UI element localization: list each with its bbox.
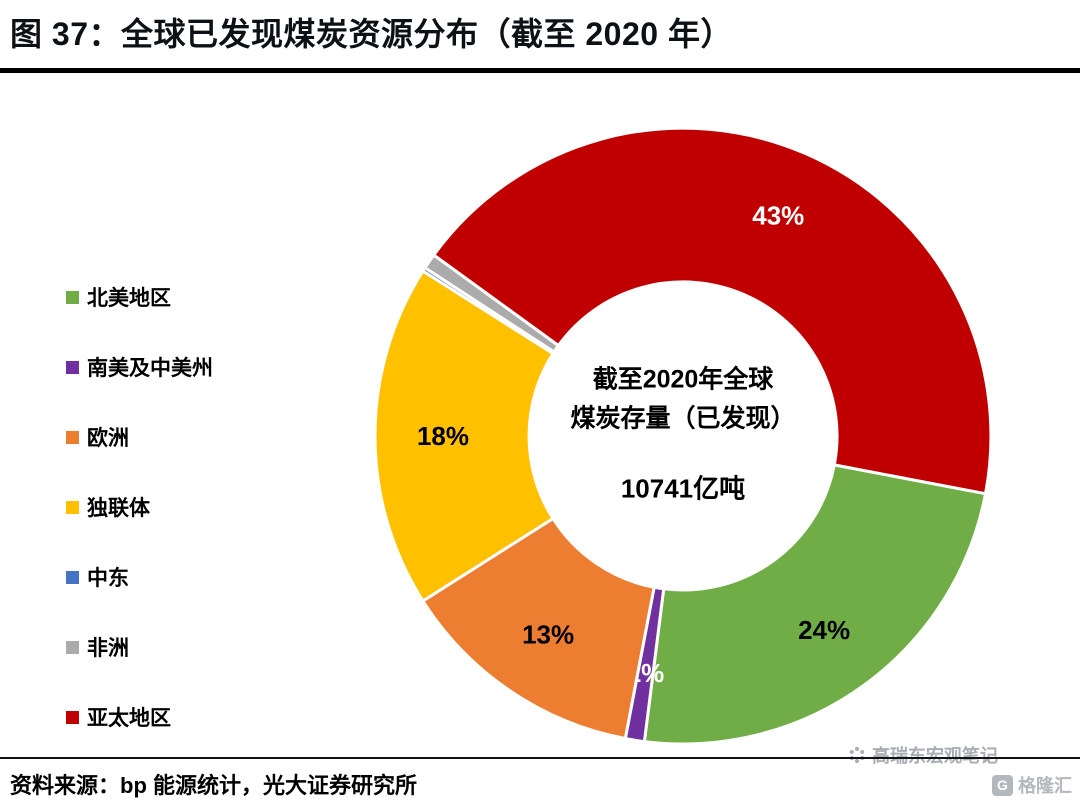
legend-swatch	[66, 430, 79, 444]
watermark-account-name: 高瑞东宏观笔记	[872, 746, 998, 766]
legend-item: 亚太地区	[66, 682, 213, 752]
legend-label: 独联体	[87, 497, 150, 520]
center-label-line2: 煤炭存量（已发现）	[570, 404, 796, 433]
legend-label: 北美地区	[87, 287, 171, 310]
legend-label: 中东	[87, 567, 129, 590]
legend-label: 欧洲	[87, 427, 129, 450]
legend-item: 北美地区	[66, 262, 213, 332]
gelonghui-logo-text: 格隆汇	[1018, 776, 1072, 796]
legend-swatch	[66, 360, 79, 374]
legend-swatch	[66, 290, 79, 304]
legend-item: 南美及中美州	[66, 332, 213, 402]
pie-slice-2	[421, 517, 656, 740]
legend-swatch	[66, 570, 79, 584]
legend-label: 南美及中美州	[87, 357, 213, 380]
chart-legend: 北美地区 南美及中美州 欧洲 独联体 中东 非洲 亚太地区	[66, 262, 213, 752]
gelonghui-logo: G 格隆汇	[992, 772, 1072, 798]
wechat-watermark: 高瑞东宏观笔记	[848, 742, 998, 768]
pie-slice-label: 43%	[752, 201, 804, 231]
donut-svg: 24%1%13%18%43%	[373, 126, 993, 746]
source-note: 资料来源：bp 能源统计，光大证券研究所	[10, 773, 417, 798]
pie-slice-6	[432, 126, 993, 496]
account-logo-icon	[849, 746, 865, 764]
legend-swatch	[66, 710, 79, 724]
legend-label: 亚太地区	[87, 707, 171, 730]
legend-item: 独联体	[66, 472, 213, 542]
figure-title: 图 37：全球已发现煤炭资源分布（截至 2020 年）	[10, 16, 733, 52]
legend-item: 中东	[66, 542, 213, 612]
gelonghui-logo-icon: G	[992, 774, 1013, 796]
legend-item: 欧洲	[66, 402, 213, 472]
legend-swatch	[66, 640, 79, 654]
pie-slice-0	[642, 463, 987, 746]
pie-slice-label: 24%	[798, 615, 850, 645]
center-label-line1: 截至2020年全球	[592, 365, 774, 394]
pie-slice-label: 13%	[522, 620, 574, 650]
donut-center-label: 截至2020年全球 煤炭存量（已发现） 10741亿吨	[523, 361, 843, 506]
footer-divider	[0, 757, 1080, 759]
donut-chart: 24% 1% 13% 18% 43% 截至2020年全球 煤炭存量（已发现） 10741…	[363, 116, 1003, 756]
pie-slice-3	[373, 269, 555, 603]
center-label-value: 10741亿吨	[620, 473, 746, 504]
figure-title-bar: 图 37：全球已发现煤炭资源分布（截至 2020 年）	[0, 0, 1080, 73]
pie-slice-label: 18%	[417, 421, 469, 451]
legend-swatch	[66, 500, 79, 514]
legend-label: 非洲	[87, 637, 129, 660]
legend-item: 非洲	[66, 612, 213, 682]
